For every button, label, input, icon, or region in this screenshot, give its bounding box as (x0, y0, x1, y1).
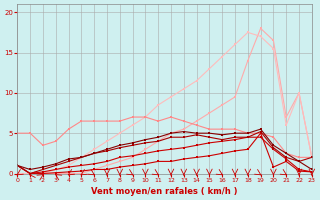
X-axis label: Vent moyen/en rafales ( km/h ): Vent moyen/en rafales ( km/h ) (91, 187, 238, 196)
